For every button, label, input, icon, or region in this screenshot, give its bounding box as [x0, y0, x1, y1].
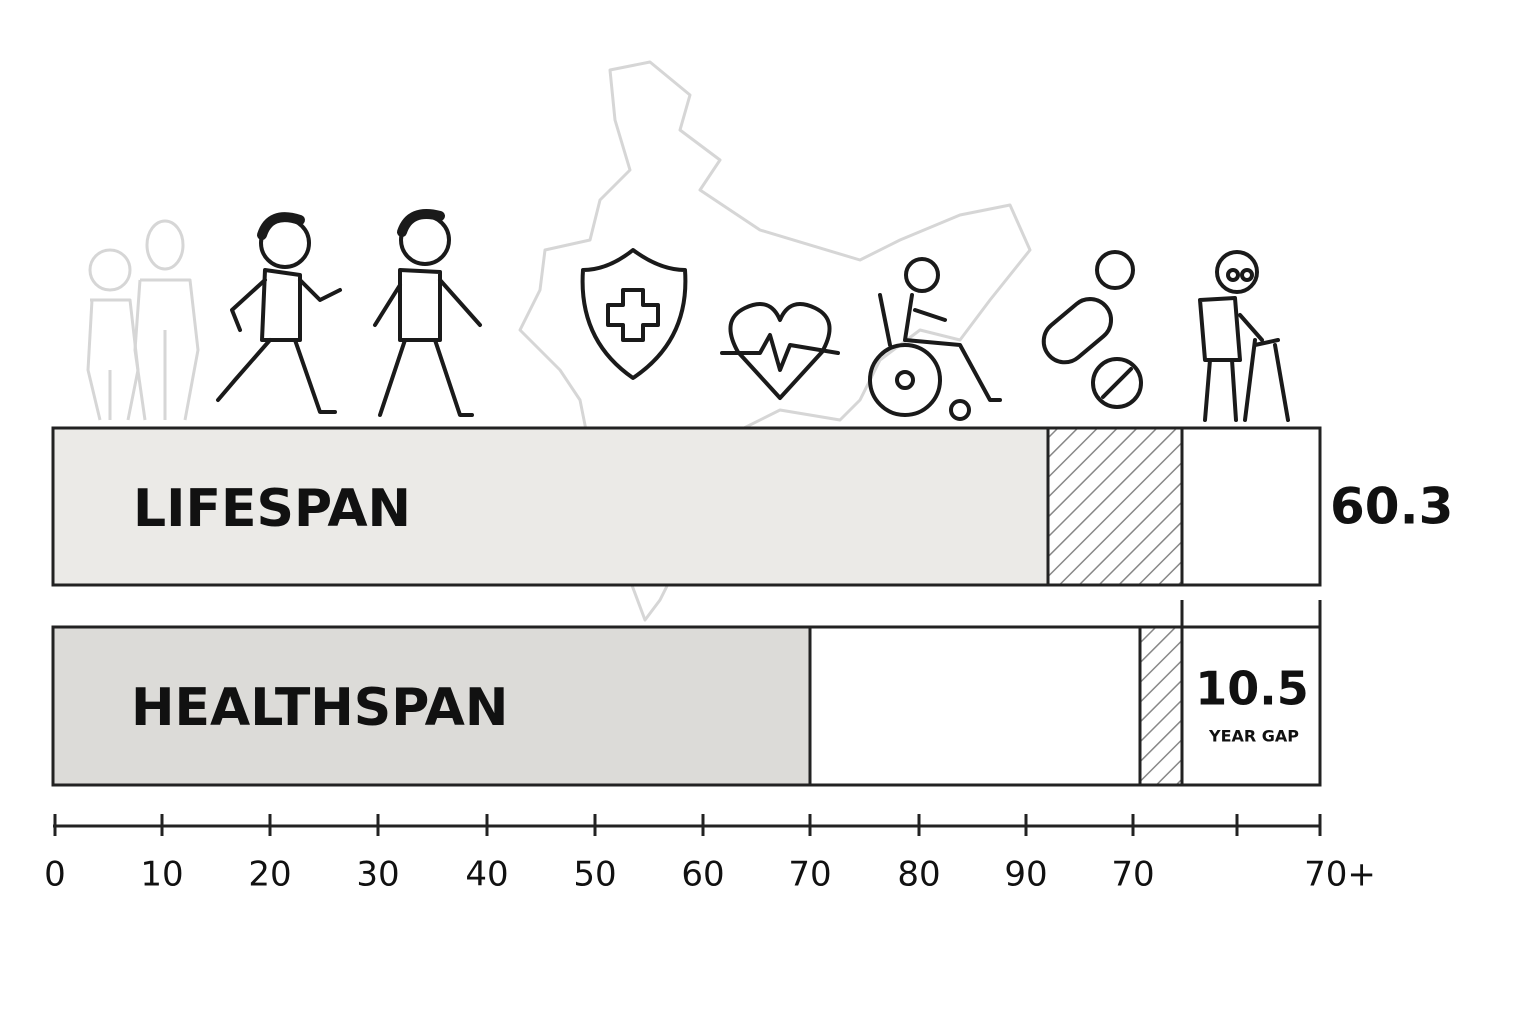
walking-person-icon	[373, 209, 482, 417]
healthspan-hatched-segment	[1138, 625, 1184, 787]
axis-tick-label: 70+	[1304, 855, 1376, 895]
healthspan-bar	[51, 600, 1322, 787]
axis-tick-label: 30	[356, 855, 399, 895]
lifespan-bar	[51, 426, 1322, 587]
axis-tick-label: 80	[897, 855, 940, 895]
axis-tick-label: 90	[1004, 855, 1047, 895]
pills-icon	[1041, 250, 1143, 409]
axis-tick-label: 40	[465, 855, 508, 895]
lifespan-hatched-segment	[1046, 426, 1184, 587]
lifespan-healthy-segment	[51, 426, 1050, 587]
gap-sub-label: YEAR GAP	[1208, 727, 1299, 746]
gap-box	[1180, 625, 1322, 787]
axis-tick-label: 50	[573, 855, 616, 895]
bar-label: HEALTHSPAN	[131, 678, 508, 738]
lifespan-end-segment	[1180, 426, 1322, 587]
wheelchair-icon	[868, 257, 1002, 421]
value-label: 60.3	[1330, 478, 1453, 536]
axis-tick-label: 10	[140, 855, 183, 895]
elderly-couple-icon	[86, 219, 200, 421]
elderly-walker-icon	[1198, 250, 1290, 422]
axis: 0 10 20 30 40 50 60 70 80 90 70 70+	[44, 814, 1376, 895]
map-outline	[518, 60, 1032, 622]
heartbeat-icon	[720, 302, 840, 400]
gap-value: 10.5	[1195, 662, 1309, 716]
runner-icon	[216, 212, 342, 414]
healthspan-unhealthy-segment	[808, 625, 1142, 787]
bar-label: LIFESPAN	[133, 479, 411, 539]
axis-tick-label: 70	[788, 855, 831, 895]
axis-tick-label: 70	[1111, 855, 1154, 895]
axis-tick-label: 0	[44, 855, 66, 895]
health-shield-icon	[580, 248, 688, 380]
axis-tick-label: 20	[248, 855, 291, 895]
axis-tick-label: 60	[681, 855, 724, 895]
